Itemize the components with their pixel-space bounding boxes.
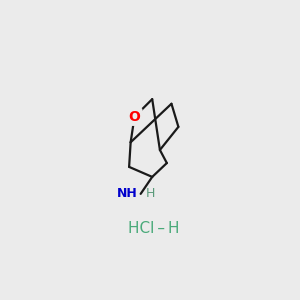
- Text: HCl – H: HCl – H: [128, 221, 179, 236]
- Text: O: O: [129, 110, 140, 124]
- Text: NH: NH: [117, 187, 138, 200]
- Text: H: H: [146, 187, 155, 200]
